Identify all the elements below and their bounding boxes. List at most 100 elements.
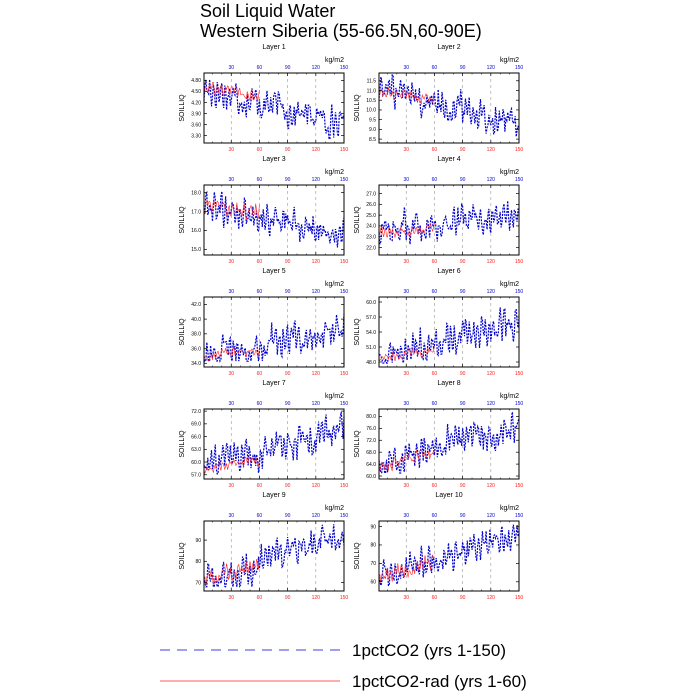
y-tick-label: 11.0 — [367, 88, 377, 94]
x-tick-label-bottom: 120 — [487, 595, 496, 601]
x-tick-label-top: 60 — [257, 289, 263, 295]
x-tick-label-top: 30 — [228, 177, 234, 183]
x-tick-label-top: 150 — [340, 513, 349, 519]
x-tick-label-top: 150 — [340, 177, 349, 183]
x-tick-label-top: 120 — [312, 513, 321, 519]
y-tick-label: 60.0 — [366, 474, 376, 480]
x-tick-label-top: 150 — [340, 289, 349, 295]
x-tick-label-top: 60 — [432, 177, 438, 183]
x-tick-label-bottom: 120 — [487, 259, 496, 265]
y-tick-label: 9.0 — [369, 127, 376, 133]
x-tick-label-top: 150 — [515, 513, 524, 519]
series-line-1pctco2-rad — [203, 347, 260, 362]
x-tick-label-bottom: 30 — [403, 371, 409, 377]
x-tick-label-top: 90 — [460, 289, 466, 295]
x-tick-label-bottom: 60 — [432, 371, 438, 377]
x-tick-label-top: 150 — [340, 65, 349, 71]
series-line-1pctco2-rad — [378, 222, 435, 239]
y-axis-label: SOILLIQ — [354, 542, 361, 570]
x-tick-label-bottom: 60 — [432, 147, 438, 153]
y-tick-label: 90 — [370, 524, 376, 530]
x-tick-label-bottom: 60 — [432, 483, 438, 489]
y-axis-label: SOILLIQ — [354, 206, 361, 234]
x-tick-label-top: 60 — [432, 401, 438, 407]
x-tick-label-top: 90 — [285, 177, 291, 183]
y-tick-label: 23.0 — [366, 234, 376, 240]
x-tick-label-top: 30 — [228, 65, 234, 71]
series-line-1pctco2 — [203, 314, 345, 363]
series-line-1pctco2-rad — [378, 87, 435, 106]
x-tick-label-bottom: 30 — [228, 595, 234, 601]
chart-panel: Layer 7 kg/m2 30 30 60 60 90 90 120 120 150 150 57.0… — [179, 380, 348, 489]
y-tick-label: 70 — [370, 561, 376, 567]
y-tick-label: 51.0 — [366, 345, 376, 351]
x-tick-label-bottom: 90 — [460, 371, 466, 377]
series-line-1pctco2 — [378, 411, 520, 474]
chart-panel: Layer 8 kg/m2 30 30 60 60 90 90 120 120 150 150 60.0… — [354, 380, 523, 489]
panel-title: Layer 5 — [262, 268, 285, 275]
x-tick-label-bottom: 90 — [460, 147, 466, 153]
y-tick-label: 80 — [195, 559, 201, 565]
units-label: kg/m2 — [500, 281, 519, 288]
x-tick-label-top: 120 — [312, 289, 321, 295]
x-tick-label-top: 60 — [432, 65, 438, 71]
x-tick-label-top: 30 — [228, 513, 234, 519]
units-label: kg/m2 — [325, 57, 344, 64]
y-tick-label: 10.0 — [366, 108, 376, 114]
x-tick-label-top: 120 — [487, 289, 496, 295]
y-tick-label: 90 — [195, 538, 201, 544]
y-tick-label: 60 — [370, 580, 376, 586]
x-tick-label-bottom: 30 — [403, 595, 409, 601]
x-tick-label-top: 120 — [487, 513, 496, 519]
x-tick-label-bottom: 90 — [460, 259, 466, 265]
y-tick-label: 25.0 — [366, 213, 376, 219]
y-tick-label: 4.20 — [191, 100, 201, 106]
y-tick-label: 38.0 — [191, 332, 201, 338]
series-line-1pctco2-rad — [378, 346, 435, 361]
x-tick-label-bottom: 90 — [285, 371, 291, 377]
y-tick-label: 64.0 — [366, 462, 376, 468]
y-axis-label: SOILLIQ — [354, 318, 361, 346]
y-tick-label: 16.0 — [191, 228, 201, 234]
y-tick-label: 18.0 — [191, 190, 201, 196]
x-tick-label-top: 90 — [285, 289, 291, 295]
series-line-1pctco2-rad — [378, 554, 435, 583]
y-tick-label: 17.0 — [191, 209, 201, 215]
series-line-1pctco2-rad — [203, 81, 260, 102]
panel-frame — [378, 184, 520, 256]
x-tick-label-bottom: 60 — [432, 259, 438, 265]
chart-panel: Layer 6 kg/m2 30 30 60 60 90 90 120 120 150 150 48.0… — [354, 268, 523, 377]
x-tick-label-top: 30 — [403, 65, 409, 71]
x-tick-label-bottom: 60 — [432, 595, 438, 601]
x-tick-label-bottom: 60 — [257, 371, 263, 377]
panel-title: Layer 3 — [262, 156, 285, 163]
x-tick-label-top: 150 — [515, 289, 524, 295]
x-tick-label-top: 90 — [285, 401, 291, 407]
y-tick-label: 54.0 — [366, 330, 376, 336]
figure-subtitle: Western Siberia (55-66.5N,60-90E) — [200, 21, 482, 41]
y-tick-label: 57.0 — [191, 473, 201, 479]
x-tick-label-top: 60 — [432, 513, 438, 519]
y-tick-label: 3.60 — [191, 122, 201, 128]
y-tick-label: 10.5 — [366, 98, 376, 104]
chart-panel: Layer 4 kg/m2 30 30 60 60 90 90 120 120 150 150 22.0… — [354, 156, 523, 265]
chart-panel: Layer 2 kg/m2 30 30 60 60 90 90 120 120 150 150 8.5 9… — [354, 44, 523, 153]
units-label: kg/m2 — [500, 505, 519, 512]
x-tick-label-bottom: 150 — [515, 259, 524, 265]
x-tick-label-bottom: 150 — [515, 147, 524, 153]
x-tick-label-top: 150 — [515, 65, 524, 71]
y-axis-label: SOILLIQ — [354, 430, 361, 458]
x-tick-label-top: 90 — [285, 513, 291, 519]
x-tick-label-bottom: 150 — [515, 595, 524, 601]
y-tick-label: 42.0 — [191, 302, 201, 308]
series-line-1pctco2-rad — [203, 456, 260, 475]
panel-title: Layer 6 — [437, 268, 460, 275]
units-label: kg/m2 — [500, 57, 519, 64]
y-tick-label: 68.0 — [366, 450, 376, 456]
y-tick-label: 80 — [370, 543, 376, 549]
chart-panel: Layer 1 kg/m2 30 30 60 60 90 90 120 120 150 150 3.30… — [179, 44, 348, 153]
x-tick-label-bottom: 90 — [460, 595, 466, 601]
x-tick-label-top: 30 — [403, 401, 409, 407]
y-tick-label: 27.0 — [366, 191, 376, 197]
y-tick-label: 76.0 — [366, 426, 376, 432]
